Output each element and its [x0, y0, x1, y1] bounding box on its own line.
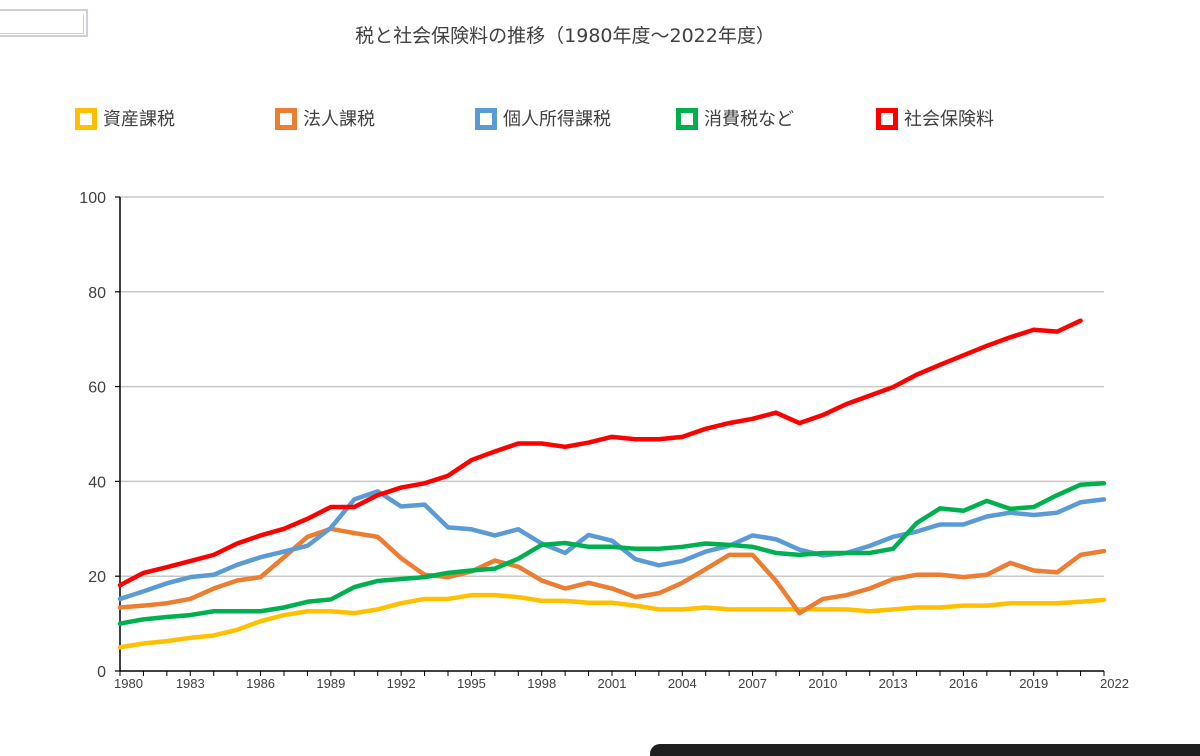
legend: 資産課税 法人課税 個人所得課税 消費税など 社会保険料 — [75, 108, 994, 130]
legend-label: 個人所得課税 — [503, 109, 611, 130]
legend-label: 社会保険料 — [904, 109, 994, 130]
y-tick-label: 100 — [79, 190, 106, 207]
x-tick-label: 2001 — [598, 676, 627, 691]
x-tick-label: 2016 — [949, 676, 978, 691]
legend-item: 消費税など — [676, 108, 794, 130]
legend-label: 資産課税 — [103, 109, 175, 130]
legend-swatch — [475, 108, 497, 130]
x-tick-label: 1980 — [114, 676, 143, 691]
series-lines — [117, 318, 1107, 650]
y-tick-label: 0 — [97, 664, 106, 681]
series-line-3 — [117, 489, 1107, 602]
legend-item: 社会保険料 — [876, 108, 994, 130]
series-line-4 — [117, 481, 1107, 626]
series-line-2 — [117, 526, 1107, 616]
bottom-bar — [650, 744, 1200, 756]
x-tick-label: 2004 — [668, 676, 697, 691]
series-line-1 — [117, 592, 1107, 650]
x-tick-label: 1992 — [387, 676, 416, 691]
legend-item: 個人所得課税 — [475, 108, 611, 130]
window-frame-fragment — [0, 9, 88, 37]
legend-item: 法人課税 — [275, 108, 375, 130]
series-line-5 — [117, 318, 1083, 588]
x-tick-labels: 1980 1983 1986 1989 1992 1995 1998 2001 2004 2007… — [114, 676, 1129, 691]
x-tick-label: 2010 — [808, 676, 837, 691]
y-tick-label: 60 — [88, 380, 106, 397]
x-tick-label: 2013 — [879, 676, 908, 691]
x-tick-label: 1989 — [316, 676, 345, 691]
x-tick-label: 1983 — [176, 676, 205, 691]
chart-title: 税と社会保険料の推移（1980年度～2022年度） — [355, 25, 775, 47]
x-tick-label: 1995 — [457, 676, 486, 691]
axes — [115, 196, 1105, 676]
x-tick-label: 1986 — [246, 676, 275, 691]
legend-label: 法人課税 — [303, 109, 375, 130]
x-tick-label: 1998 — [527, 676, 556, 691]
y-tick-label: 40 — [88, 474, 106, 491]
y-tick-labels: 0 20 40 60 80 100 — [79, 190, 106, 681]
legend-item: 資産課税 — [75, 108, 175, 130]
y-tick-label: 80 — [88, 285, 106, 302]
x-tick-label: 2007 — [738, 676, 767, 691]
legend-swatch — [876, 108, 898, 130]
gridlines — [120, 196, 1104, 577]
legend-swatch — [275, 108, 297, 130]
legend-label: 消費税など — [704, 109, 794, 130]
window-frame-fragment-inner — [0, 14, 84, 34]
x-tick-label: 2019 — [1019, 676, 1048, 691]
x-tick-label: 2022 — [1100, 676, 1129, 691]
y-tick-label: 20 — [88, 569, 106, 586]
legend-swatch — [676, 108, 698, 130]
legend-swatch — [75, 108, 97, 130]
